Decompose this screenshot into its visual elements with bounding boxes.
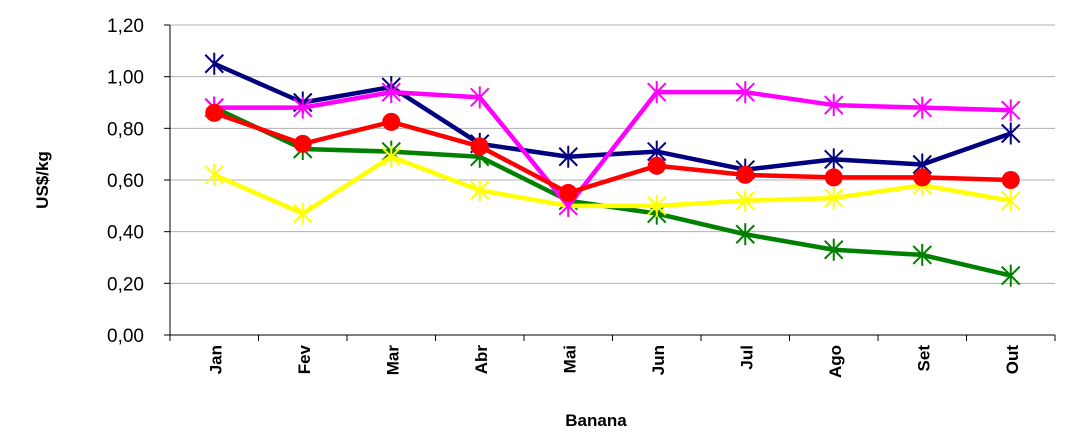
x-tick-label: Abr [472,345,491,375]
x-tick-label: Out [1003,345,1022,375]
x-tick-label: Jan [206,345,225,374]
point [382,112,401,131]
point [647,194,667,217]
point [204,52,224,75]
point [735,189,755,212]
point [912,96,932,119]
point [293,134,312,153]
point [470,179,490,202]
point [647,81,667,104]
series-line [214,89,1011,209]
point [1001,99,1021,122]
point [204,163,224,186]
y-tick-label: 0,20 [107,274,144,295]
x-tick-label: Jul [737,345,756,370]
point [381,81,401,104]
x-tick-label: Ago [826,345,845,378]
point [647,156,666,175]
y-axis-title: US$/kg [33,151,52,209]
point [559,183,578,202]
x-tick-label: Mai [560,345,579,373]
point [470,137,489,156]
point [293,202,313,225]
series-line [213,61,1012,172]
point [912,243,932,266]
point [293,96,313,119]
x-axis-title: Banana [565,411,627,430]
point [824,187,844,210]
x-tick-label: Mar [383,345,402,376]
y-tick-label: 1,00 [107,68,144,89]
point [824,238,844,261]
point [381,145,401,168]
point [735,223,755,246]
point [824,148,844,171]
y-tick-label: 0,60 [107,171,144,192]
series-line [213,154,1012,216]
point [205,103,224,122]
point [1001,122,1021,145]
y-tick-label: 0,80 [107,119,144,140]
point [1001,264,1021,287]
y-tick-label: 0,40 [107,223,144,244]
point [824,94,844,117]
series-line [213,110,1011,196]
y-tick-label: 0,00 [107,326,144,347]
point [735,81,755,104]
y-tick-label: 1,20 [107,16,144,37]
point [913,168,932,187]
x-tick-label: Jun [649,345,668,375]
point [1001,171,1020,189]
point [736,165,755,184]
point [824,168,843,187]
point [470,86,490,109]
x-tick-label: Set [914,345,933,372]
x-tick-label: Fev [295,344,314,374]
point [558,145,578,168]
point [1001,189,1021,212]
